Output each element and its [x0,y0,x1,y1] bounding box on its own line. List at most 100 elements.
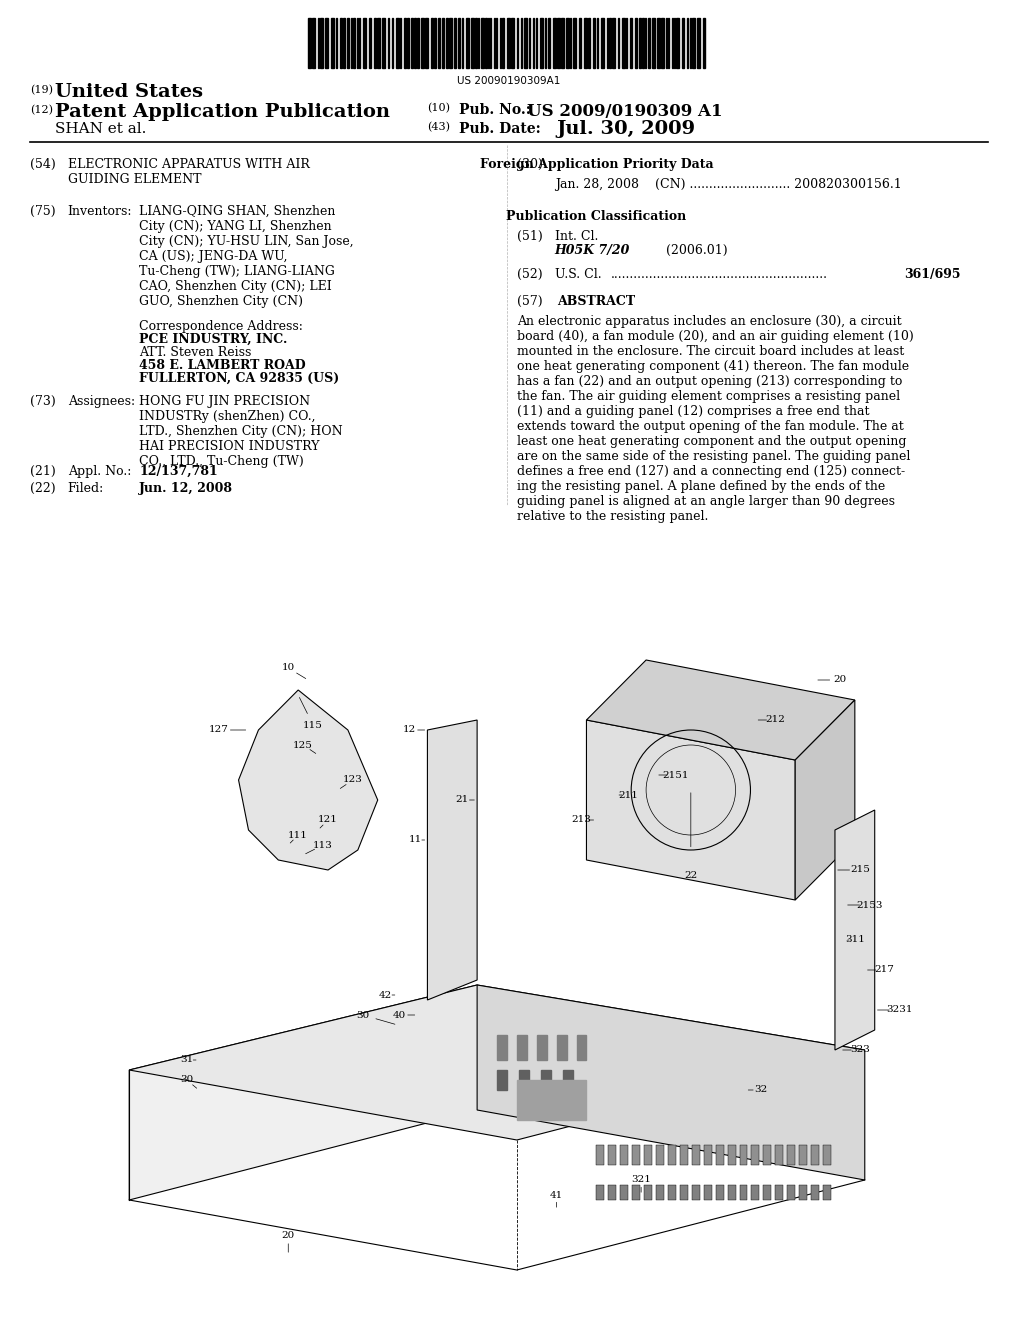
Text: Pub. No.:: Pub. No.: [459,103,531,117]
Bar [519,1071,528,1090]
Bar [475,18,477,69]
Bar [319,18,323,69]
Bar [572,18,575,69]
Bar [481,18,484,69]
Polygon shape [427,719,477,1001]
Text: PCE INDUSTRY, INC.: PCE INDUSTRY, INC. [139,333,288,346]
Bar [787,1144,796,1166]
Bar [557,18,560,69]
Bar [630,18,633,69]
Bar [369,18,371,69]
Bar [362,18,366,69]
Bar [632,1185,640,1200]
Polygon shape [835,810,874,1049]
Text: (30): (30) [517,158,543,172]
Text: 20: 20 [834,676,847,685]
Polygon shape [587,660,855,760]
Polygon shape [129,985,477,1200]
Bar [425,18,428,69]
Text: 311: 311 [845,936,865,945]
Bar [502,18,505,69]
Bar [537,1035,547,1060]
Text: 111: 111 [289,830,308,840]
Bar [347,18,349,69]
Bar [622,18,625,69]
Text: 30: 30 [180,1076,194,1085]
Text: U.S. Cl.: U.S. Cl. [555,268,601,281]
Text: SHAN et al.: SHAN et al. [54,121,146,136]
Text: H05K 7/20: H05K 7/20 [555,244,630,257]
Bar [485,18,486,69]
Bar [672,18,674,69]
Polygon shape [477,985,865,1180]
Bar [343,18,345,69]
Bar [561,18,564,69]
Bar [728,1185,735,1200]
Text: US 20090190309A1: US 20090190309A1 [458,77,560,86]
Bar [775,1144,783,1166]
Text: LIANG-QING SHAN, Shenzhen
City (CN); YANG LI, Shenzhen
City (CN); YU-HSU LIN, Sa: LIANG-QING SHAN, Shenzhen City (CN); YAN… [139,205,353,308]
Text: 22: 22 [684,870,697,879]
Text: 12: 12 [402,726,416,734]
Text: An electronic apparatus includes an enclosure (30), a circuit
board (40), a fan : An electronic apparatus includes an encl… [517,315,913,523]
Bar [449,18,452,69]
Bar [411,18,413,69]
Text: 115: 115 [303,721,323,730]
Bar [692,18,695,69]
Text: (22): (22) [30,482,55,495]
Text: ........................................................: ........................................… [611,268,828,281]
Polygon shape [796,700,855,900]
Bar [644,1144,652,1166]
Bar [823,1185,831,1200]
Bar [682,18,684,69]
Bar [692,1144,699,1166]
Text: 323: 323 [850,1045,869,1055]
Bar [763,1144,771,1166]
Bar [823,1144,831,1166]
Bar [656,18,659,69]
Text: 42: 42 [379,990,392,999]
Bar [331,18,334,69]
Bar [787,1185,796,1200]
Bar [632,1144,640,1166]
Bar [308,18,311,69]
Text: (51): (51) [517,230,543,243]
Bar [668,1144,676,1166]
Bar [584,18,587,69]
Bar [374,18,376,69]
Bar [458,18,460,69]
Text: 2151: 2151 [663,771,689,780]
Bar [608,1185,616,1200]
Text: Jun. 12, 2008: Jun. 12, 2008 [139,482,233,495]
Bar [680,1185,688,1200]
Bar [656,1185,664,1200]
Text: Filed:: Filed: [68,482,103,495]
Bar [454,18,456,69]
Text: 113: 113 [313,841,333,850]
Text: (52): (52) [517,268,543,281]
Bar [609,18,611,69]
Text: (21): (21) [30,465,55,478]
Bar [353,18,355,69]
Bar [312,18,315,69]
Bar [716,1144,724,1166]
Bar [596,1185,604,1200]
Bar [811,1185,819,1200]
Bar [422,18,424,69]
Bar [811,1144,819,1166]
Text: 458 E. LAMBERT ROAD: 458 E. LAMBERT ROAD [139,359,306,372]
Bar [621,1144,628,1166]
Bar [763,1185,771,1200]
Bar [656,1144,664,1166]
Bar [511,18,514,69]
Bar [636,18,637,69]
Bar [497,1035,507,1060]
Bar [382,18,385,69]
Text: ABSTRACT: ABSTRACT [557,294,636,308]
Bar [471,18,474,69]
Text: Foreign Application Priority Data: Foreign Application Priority Data [479,158,713,172]
Bar [340,18,342,69]
Text: 215: 215 [850,866,869,874]
Bar [739,1185,748,1200]
Text: 213: 213 [571,816,592,825]
